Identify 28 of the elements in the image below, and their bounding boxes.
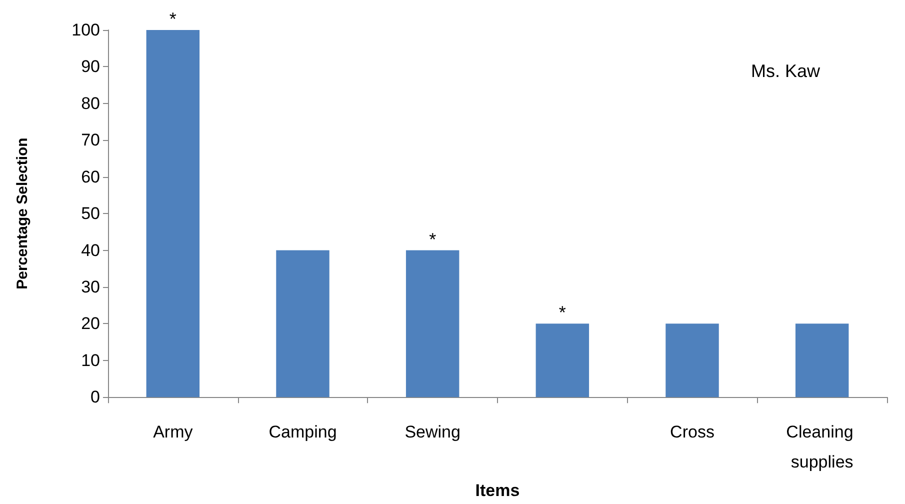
data-label: * — [169, 9, 176, 29]
bar — [666, 324, 719, 398]
bar — [406, 250, 460, 398]
data-label: * — [429, 229, 436, 250]
annotation: Ms. Kaw — [750, 61, 821, 81]
y-tick-label: 50 — [81, 204, 100, 224]
data-label: * — [558, 302, 566, 323]
x-tick-label: Army — [153, 422, 194, 442]
y-tick-label: 60 — [81, 167, 100, 186]
bar — [536, 324, 590, 398]
bar — [795, 324, 849, 398]
x-tick-label: Sewing — [404, 422, 460, 442]
y-tick-label: 90 — [81, 57, 100, 76]
x-axis-title: Items — [475, 481, 520, 500]
x-tick-label: Cross — [670, 422, 714, 442]
bar — [146, 30, 200, 398]
y-tick-label: 100 — [72, 20, 100, 40]
x-tick-label: Cleaning supplies — [786, 422, 858, 472]
y-tick-label: 30 — [81, 277, 100, 296]
y-tick-label: 20 — [81, 314, 100, 334]
y-axis-title: Percentage Selection — [14, 138, 31, 290]
bar — [276, 250, 330, 398]
y-tick-label: 80 — [81, 94, 100, 113]
x-tick-label: Camping — [268, 422, 337, 442]
y-tick-label: 40 — [81, 240, 100, 260]
y-tick-label: 70 — [81, 130, 100, 150]
y-tick-label: 10 — [81, 350, 100, 370]
y-tick-label: 0 — [90, 388, 100, 407]
